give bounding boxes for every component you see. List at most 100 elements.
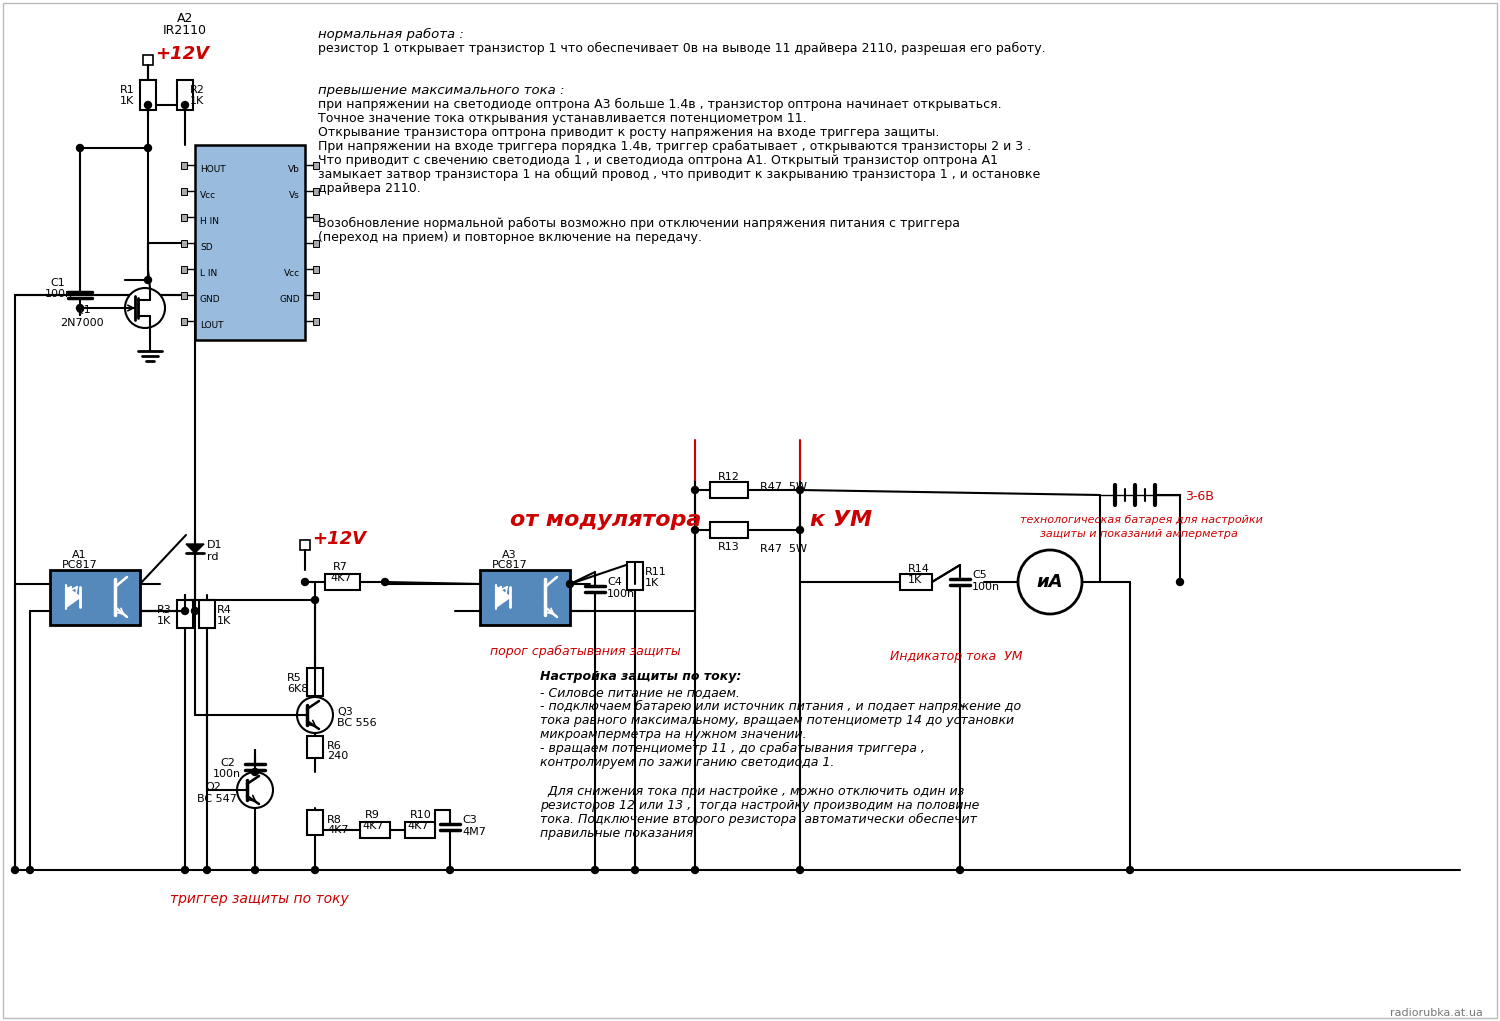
Circle shape <box>297 697 333 733</box>
Bar <box>308 736 322 758</box>
Text: HOUT: HOUT <box>200 164 225 174</box>
Text: 2N7000: 2N7000 <box>60 318 104 328</box>
Text: radiorubka.at.ua: radiorubka.at.ua <box>1390 1008 1484 1018</box>
Text: 6K8: 6K8 <box>286 684 309 694</box>
Text: rd: rd <box>207 552 219 562</box>
Circle shape <box>27 867 33 874</box>
Circle shape <box>796 867 804 874</box>
Text: технологическая батарея для настройки: технологическая батарея для настройки <box>1020 515 1263 525</box>
Bar <box>314 162 320 169</box>
Text: A1: A1 <box>72 550 87 560</box>
Bar <box>627 562 644 590</box>
Bar <box>195 145 304 340</box>
Text: правильные показания.: правильные показания. <box>540 827 698 840</box>
Text: резисторов 12 или 13 ,  тогда настройку производим на половине: резисторов 12 или 13 , тогда настройку п… <box>540 799 980 812</box>
Text: 1K: 1K <box>908 575 922 585</box>
Text: Vs: Vs <box>290 191 300 199</box>
Circle shape <box>1019 550 1082 614</box>
Text: R8: R8 <box>327 815 342 825</box>
Text: R47  5W: R47 5W <box>760 544 807 554</box>
Text: R47  5W: R47 5W <box>760 482 807 492</box>
Circle shape <box>381 579 388 585</box>
Text: Настройка защиты по току:: Настройка защиты по току: <box>540 670 741 683</box>
Text: микроамперметра на нужном значении.: микроамперметра на нужном значении. <box>540 728 807 741</box>
Polygon shape <box>496 587 510 607</box>
Circle shape <box>144 277 152 284</box>
Text: BC 547: BC 547 <box>196 794 237 804</box>
Circle shape <box>692 867 699 874</box>
Text: 240: 240 <box>327 751 348 761</box>
Circle shape <box>1176 579 1184 585</box>
Text: R7: R7 <box>333 562 348 572</box>
Text: R9: R9 <box>364 810 380 820</box>
Circle shape <box>567 581 573 587</box>
Circle shape <box>692 486 699 493</box>
Text: C1: C1 <box>50 278 64 288</box>
Text: R2: R2 <box>190 85 206 95</box>
Circle shape <box>312 867 318 874</box>
Circle shape <box>182 607 189 615</box>
Bar <box>182 292 188 299</box>
Text: 1K: 1K <box>645 578 660 588</box>
Text: R4: R4 <box>217 605 232 615</box>
Text: R11: R11 <box>645 567 666 577</box>
Bar <box>177 80 194 110</box>
Circle shape <box>302 579 309 585</box>
Text: A3: A3 <box>503 550 516 560</box>
Text: C3: C3 <box>462 815 477 825</box>
Bar <box>177 600 194 628</box>
Bar <box>314 240 320 247</box>
Text: GND: GND <box>200 294 220 303</box>
Text: R3: R3 <box>158 605 171 615</box>
Text: 4K7: 4K7 <box>406 821 429 831</box>
Text: BC 556: BC 556 <box>338 718 376 728</box>
Text: Индикатор тока  УМ: Индикатор тока УМ <box>890 650 1023 663</box>
Circle shape <box>192 607 198 615</box>
Text: 1K: 1K <box>120 96 135 106</box>
Text: C2: C2 <box>220 758 236 768</box>
Bar <box>308 810 322 835</box>
Text: 100n: 100n <box>45 289 74 299</box>
Text: - Силовое питание не подаем.: - Силовое питание не подаем. <box>540 686 740 699</box>
Bar <box>200 600 214 628</box>
Polygon shape <box>66 587 80 607</box>
Text: 1K: 1K <box>158 616 171 626</box>
Circle shape <box>796 486 804 493</box>
Text: Точное значение тока открывания устанавливается потенциометром 11.: Точное значение тока открывания устанавл… <box>318 112 807 125</box>
Text: C4: C4 <box>608 577 622 587</box>
Bar <box>182 162 188 169</box>
Circle shape <box>447 867 453 874</box>
Text: Возобновление нормальной работы возможно при отключении напряжения питания с три: Возобновление нормальной работы возможно… <box>318 217 960 230</box>
Text: при напряжении на светодиоде оптрона А3 больше 1.4в , транзистор оптрона начинае: при напряжении на светодиоде оптрона А3 … <box>318 98 1002 111</box>
Circle shape <box>204 867 210 874</box>
Bar <box>140 80 156 110</box>
Bar <box>314 266 320 273</box>
Text: триггер защиты по току: триггер защиты по току <box>170 892 348 906</box>
Bar <box>480 570 570 625</box>
Text: +12V: +12V <box>312 530 366 548</box>
Text: - подключаем батарею или источник питания , и подает напряжение до: - подключаем батарею или источник питани… <box>540 700 1022 713</box>
Bar <box>405 822 435 838</box>
Text: превышение максимального тока :: превышение максимального тока : <box>318 84 564 97</box>
Bar <box>710 482 748 498</box>
Text: 1K: 1K <box>217 616 231 626</box>
Circle shape <box>252 769 258 776</box>
Bar <box>326 574 360 590</box>
Bar <box>50 570 140 625</box>
Text: 4K7: 4K7 <box>327 825 348 835</box>
Bar <box>182 266 188 273</box>
Text: от модулятора: от модулятора <box>510 510 702 530</box>
Text: 4K7: 4K7 <box>330 573 351 583</box>
Text: - вращаем потенциометр 11 , до срабатывания триггера ,: - вращаем потенциометр 11 , до срабатыва… <box>540 742 926 756</box>
Circle shape <box>76 304 84 311</box>
Text: Vcc: Vcc <box>284 269 300 278</box>
Text: GND: GND <box>279 294 300 303</box>
Circle shape <box>957 867 963 874</box>
Bar <box>142 55 153 65</box>
Circle shape <box>144 101 152 108</box>
Text: Vcc: Vcc <box>200 191 216 199</box>
Text: защиты и показаний амперметра: защиты и показаний амперметра <box>1040 529 1238 539</box>
Text: Q3: Q3 <box>338 707 352 717</box>
Text: Что приводит с свечению светодиода 1 , и светодиода оптрона А1. Открытый транзис: Что приводит с свечению светодиода 1 , и… <box>318 154 998 167</box>
Text: D1: D1 <box>207 540 222 550</box>
